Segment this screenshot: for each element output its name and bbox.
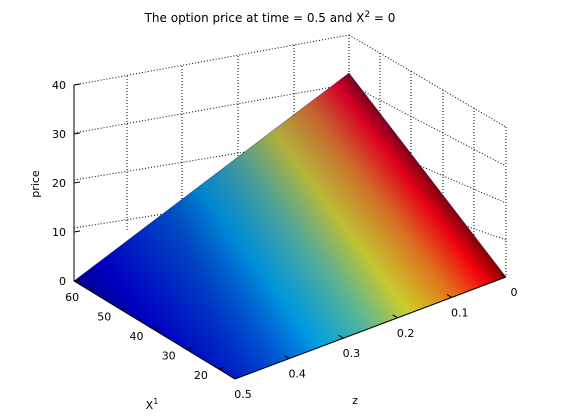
ylabel: z (352, 394, 358, 407)
price-tick-label: 40 (52, 79, 66, 92)
x1-tick-label: 60 (65, 291, 79, 304)
z-tick (338, 334, 344, 339)
z-tick (446, 293, 453, 298)
x1-tick (154, 327, 160, 331)
z-tick-label: 0.5 (234, 388, 252, 401)
z-tick-label: 0.2 (397, 327, 415, 340)
z-tick-label: 0.3 (343, 347, 361, 360)
z-tick (283, 355, 290, 360)
x1-tick-label: 20 (194, 369, 208, 382)
z-tick (500, 273, 507, 278)
price-tick (73, 279, 81, 282)
z-tick-label: 0 (511, 286, 518, 299)
ticks (73, 83, 507, 380)
zlabel: price (29, 170, 42, 198)
z-tick (229, 375, 236, 380)
chart-title: The option price at time = 0.5 and X2 = … (144, 10, 396, 25)
z-tick-label: 0.4 (288, 368, 306, 381)
price-tick-label: 0 (59, 275, 66, 288)
x1-tick-label: 30 (162, 350, 176, 363)
z-axis-line (234, 276, 507, 380)
tick-labels: 0 10 20 30 40 20 30 40 50 60 0 0.1 0.2 0.3 0.4 0.5 (52, 79, 518, 401)
xlabel: X1 (146, 397, 159, 412)
price-tick-label: 10 (52, 226, 66, 239)
z-tick (392, 314, 398, 319)
price-tick (73, 181, 81, 184)
z-tick-label: 0.1 (451, 306, 469, 319)
price-tick-label: 20 (52, 177, 66, 190)
x1-tick (122, 307, 128, 311)
price-surface (73, 72, 507, 380)
x1-tick-label: 50 (97, 310, 111, 323)
price-tick (73, 230, 81, 233)
x1-tick (218, 366, 225, 370)
x1-tick (186, 347, 192, 351)
x1-tick (89, 288, 96, 292)
x1-tick-label: 40 (130, 330, 144, 343)
price-tick-label: 30 (52, 128, 66, 141)
price-tick (73, 132, 81, 135)
price-tick (73, 83, 81, 86)
